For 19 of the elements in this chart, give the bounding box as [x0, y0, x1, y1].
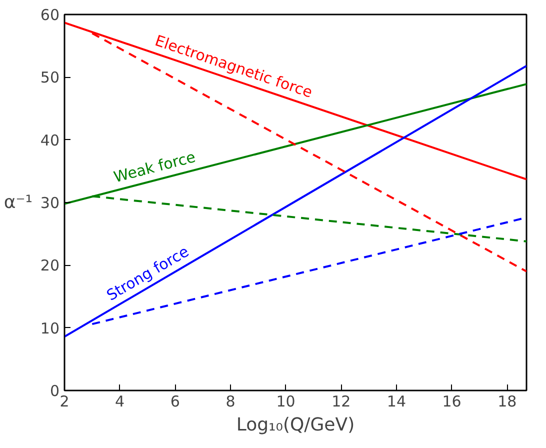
- y-tick-label: 0: [50, 382, 60, 400]
- x-tick-label: 8: [226, 392, 236, 410]
- y-tick-label: 60: [40, 6, 60, 24]
- x-tick-label: 12: [332, 392, 351, 410]
- x-tick-label: 6: [170, 392, 180, 410]
- y-axis-title: α⁻¹: [4, 192, 32, 213]
- x-tick-label: 4: [115, 392, 125, 410]
- y-tick-label: 20: [40, 256, 60, 275]
- y-tick-label: 30: [40, 194, 60, 212]
- y-tick-label: 10: [40, 319, 60, 338]
- x-tick-label: 18: [498, 392, 517, 410]
- x-axis-title: Log₁₀(Q/GeV): [236, 414, 355, 436]
- x-tick-label: 2: [60, 392, 70, 410]
- y-tick-label: 40: [40, 131, 60, 150]
- x-tick-label: 16: [442, 392, 462, 410]
- x-tick-label: 10: [276, 392, 296, 410]
- x-tick-label: 14: [386, 392, 406, 410]
- y-tick-label: 50: [40, 68, 60, 87]
- text: Weak force: [112, 148, 198, 186]
